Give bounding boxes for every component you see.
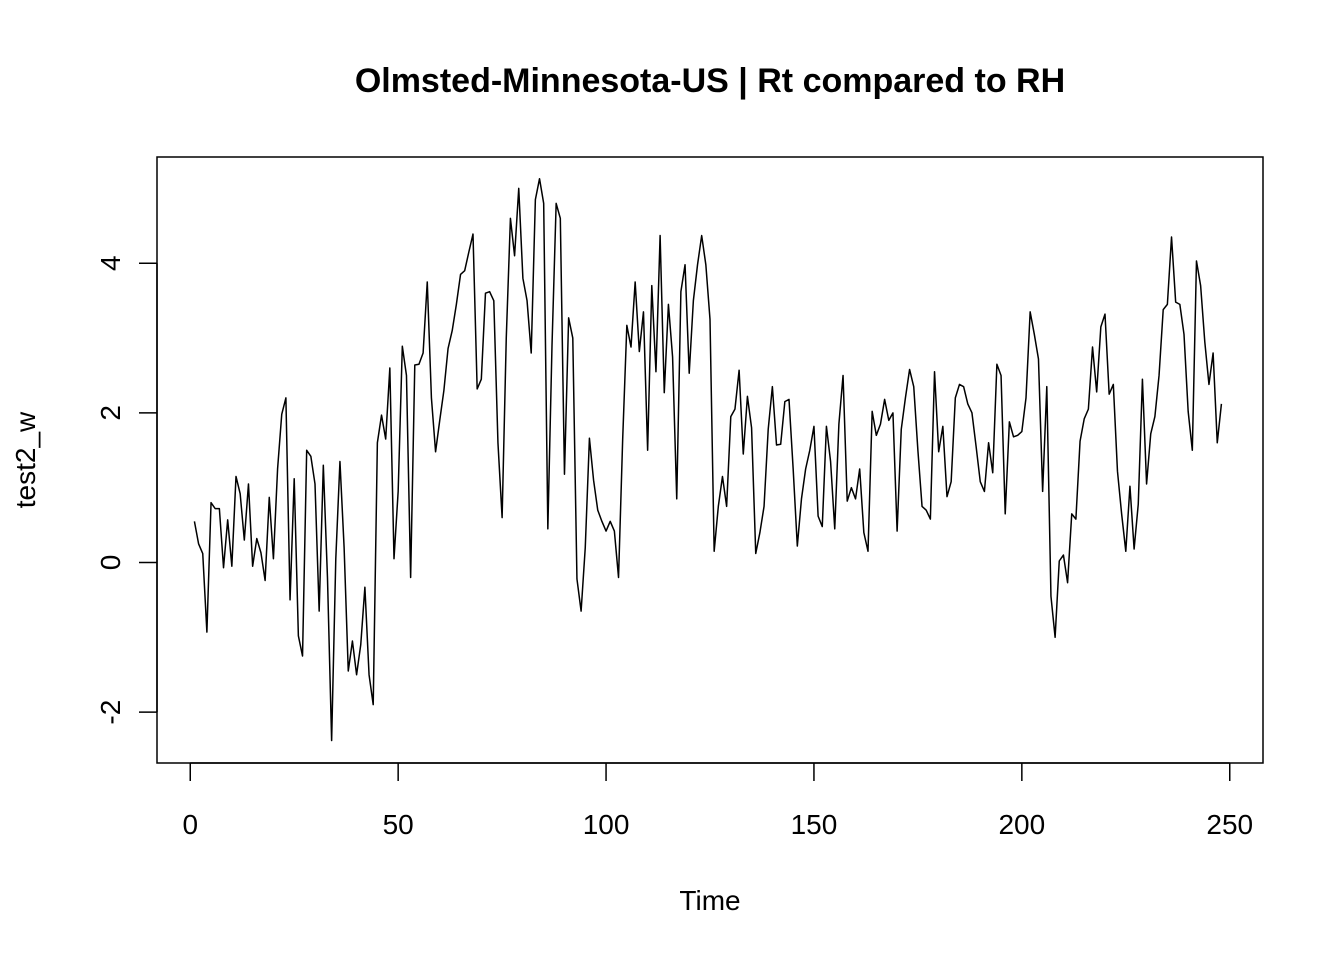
- y-tick-label: -2: [95, 700, 126, 725]
- y-axis: -2 0 2 4: [95, 255, 158, 725]
- x-axis: 0 50 100 150 200 250: [182, 762, 1253, 840]
- x-axis-label: Time: [679, 885, 740, 916]
- y-tick-label: 2: [95, 405, 126, 421]
- x-tick-label: 0: [182, 809, 198, 840]
- series-line: [193, 177, 1223, 742]
- x-tick-label: 200: [998, 809, 1045, 840]
- x-tick-label: 50: [383, 809, 414, 840]
- x-tick-label: 250: [1206, 809, 1253, 840]
- x-tick-label: 150: [791, 809, 838, 840]
- y-tick-label: 4: [95, 255, 126, 271]
- chart-title: Olmsted-Minnesota-US | Rt compared to RH: [355, 62, 1065, 100]
- y-tick-label: 0: [95, 555, 126, 571]
- y-axis-label: test2_w: [10, 411, 41, 508]
- plot-frame: [156, 156, 1264, 764]
- x-tick-label: 100: [583, 809, 630, 840]
